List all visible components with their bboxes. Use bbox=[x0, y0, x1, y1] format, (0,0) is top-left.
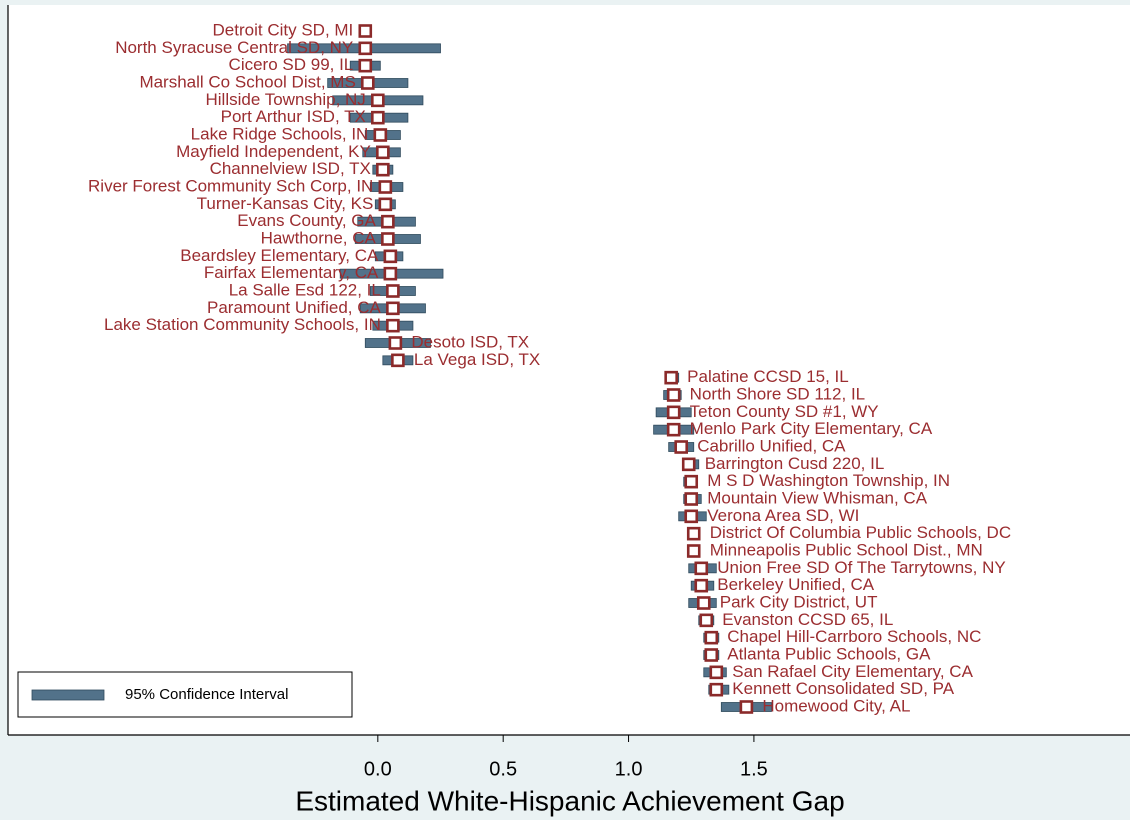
category-label: Paramount Unified, CA bbox=[207, 298, 382, 317]
category-label: Palatine CCSD 15, IL bbox=[687, 367, 849, 386]
estimate-marker bbox=[383, 249, 398, 264]
category-label: Turner-Kansas City, KS bbox=[197, 194, 374, 213]
category-label: Mayfield Independent, KY bbox=[176, 142, 371, 161]
category-label: Menlo Park City Elementary, CA bbox=[690, 419, 933, 438]
estimate-marker bbox=[378, 180, 393, 194]
category-label: Berkeley Unified, CA bbox=[717, 575, 875, 594]
estimate-marker bbox=[694, 578, 709, 593]
category-label: Teton County SD #1, WY bbox=[690, 402, 879, 421]
estimate-marker bbox=[376, 145, 390, 160]
category-label: Barrington Cusd 220, IL bbox=[705, 454, 885, 473]
plot-area bbox=[8, 5, 1130, 735]
category-label: Cabrillo Unified, CA bbox=[697, 436, 846, 455]
estimate-marker bbox=[376, 162, 390, 177]
estimate-marker bbox=[360, 76, 375, 90]
estimate-marker bbox=[704, 630, 719, 645]
category-label: River Forest Community Sch Corp, IN bbox=[88, 176, 373, 195]
estimate-marker bbox=[378, 197, 393, 212]
estimate-marker bbox=[709, 665, 724, 680]
estimate-marker bbox=[386, 318, 400, 333]
category-label: Cicero SD 99, IL bbox=[229, 55, 354, 74]
estimate-marker bbox=[383, 266, 398, 281]
category-label: Homewood City, AL bbox=[762, 696, 910, 715]
category-label: Hillside Township, NJ bbox=[206, 90, 366, 109]
legend-label: 95% Confidence Interval bbox=[125, 686, 288, 703]
category-label: Desoto ISD, TX bbox=[411, 332, 529, 351]
x-tick-label: 1.5 bbox=[740, 758, 768, 780]
category-label: M S D Washington Township, IN bbox=[707, 471, 950, 490]
estimate-marker bbox=[674, 440, 689, 454]
estimate-marker bbox=[704, 648, 719, 662]
category-label: Beardsley Elementary, CA bbox=[180, 246, 379, 265]
x-tick-label: 0.5 bbox=[489, 758, 517, 780]
category-label: Port Arthur ISD, TX bbox=[221, 107, 366, 126]
estimate-marker bbox=[681, 457, 696, 472]
category-label: North Syracuse Central SD, NY bbox=[115, 38, 353, 57]
x-tick-label: 0.0 bbox=[364, 758, 392, 780]
estimate-marker bbox=[739, 700, 754, 714]
x-tick-label: 1.0 bbox=[615, 758, 643, 780]
estimate-marker bbox=[358, 41, 373, 56]
estimate-marker bbox=[358, 58, 373, 73]
estimate-marker bbox=[391, 353, 405, 368]
estimate-marker bbox=[666, 422, 681, 437]
category-label: Detroit City SD, MI bbox=[213, 20, 354, 39]
estimate-marker bbox=[686, 526, 701, 541]
category-label: Chapel Hill-Carrboro Schools, NC bbox=[727, 627, 981, 646]
category-label: Kennett Consolidated SD, PA bbox=[732, 679, 954, 698]
estimate-marker bbox=[686, 544, 701, 558]
estimate-marker bbox=[666, 388, 681, 402]
category-label: Mountain View Whisman, CA bbox=[707, 488, 927, 507]
category-label: La Vega ISD, TX bbox=[414, 350, 540, 369]
estimate-marker bbox=[696, 596, 711, 610]
estimate-marker bbox=[386, 284, 400, 298]
estimate-marker bbox=[684, 474, 699, 489]
category-label: Evans County, GA bbox=[237, 211, 376, 230]
category-label: Lake Ridge Schools, IN bbox=[191, 124, 369, 143]
estimate-marker bbox=[388, 336, 403, 350]
estimate-marker bbox=[694, 561, 709, 576]
category-label: Hawthorne, CA bbox=[261, 228, 377, 247]
estimate-marker bbox=[358, 24, 373, 38]
estimate-marker bbox=[371, 93, 385, 108]
category-label: San Rafael City Elementary, CA bbox=[732, 662, 973, 681]
estimate-marker bbox=[666, 405, 681, 420]
estimate-marker bbox=[684, 509, 699, 524]
category-label: Verona Area SD, WI bbox=[707, 506, 859, 525]
estimate-marker bbox=[381, 214, 395, 229]
category-label: Marshall Co School Dist, MS bbox=[139, 72, 355, 91]
category-label: Fairfax Elementary, CA bbox=[204, 263, 379, 282]
estimate-marker bbox=[664, 370, 678, 385]
x-axis-title: Estimated White-Hispanic Achievement Gap bbox=[295, 785, 844, 816]
category-label: Lake Station Community Schools, IN bbox=[104, 315, 381, 334]
category-label: North Shore SD 112, IL bbox=[690, 384, 865, 403]
category-label: Atlanta Public Schools, GA bbox=[727, 644, 931, 663]
category-label: Park City District, UT bbox=[720, 592, 878, 611]
estimate-marker bbox=[373, 128, 388, 142]
estimate-marker bbox=[386, 301, 400, 316]
category-label: District Of Columbia Public Schools, DC bbox=[710, 523, 1011, 542]
estimate-marker bbox=[699, 613, 714, 628]
legend-key bbox=[31, 689, 105, 701]
estimate-marker bbox=[371, 110, 385, 125]
estimate-marker bbox=[684, 492, 699, 506]
estimate-marker bbox=[381, 232, 395, 246]
category-label: Minneapolis Public School Dist., MN bbox=[710, 540, 983, 559]
category-label: Evanston CCSD 65, IL bbox=[722, 610, 893, 629]
category-label: Union Free SD Of The Tarrytowns, NY bbox=[717, 558, 1005, 577]
category-label: La Salle Esd 122, IL bbox=[229, 280, 381, 299]
category-label: Channelview ISD, TX bbox=[210, 159, 371, 178]
estimate-marker bbox=[709, 682, 724, 697]
